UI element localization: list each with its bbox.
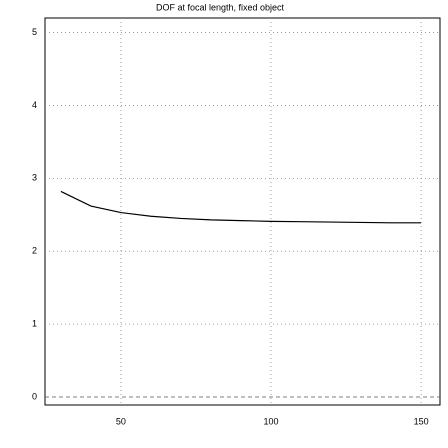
y-tick-label: 4 — [32, 100, 37, 110]
y-tick-label: 0 — [32, 391, 37, 401]
x-tick-label: 50 — [116, 416, 126, 426]
y-tick-label: 5 — [32, 27, 37, 37]
data-line — [60, 190, 422, 224]
plot-frame — [44, 17, 441, 406]
y-tick-label: 3 — [32, 173, 37, 183]
y-tick-label: 2 — [32, 246, 37, 256]
y-tick-label: 1 — [32, 318, 37, 328]
x-tick-label: 100 — [263, 416, 278, 426]
chart-title: DOF at focal length, fixed object — [156, 2, 285, 12]
x-tick-label: 150 — [414, 416, 429, 426]
